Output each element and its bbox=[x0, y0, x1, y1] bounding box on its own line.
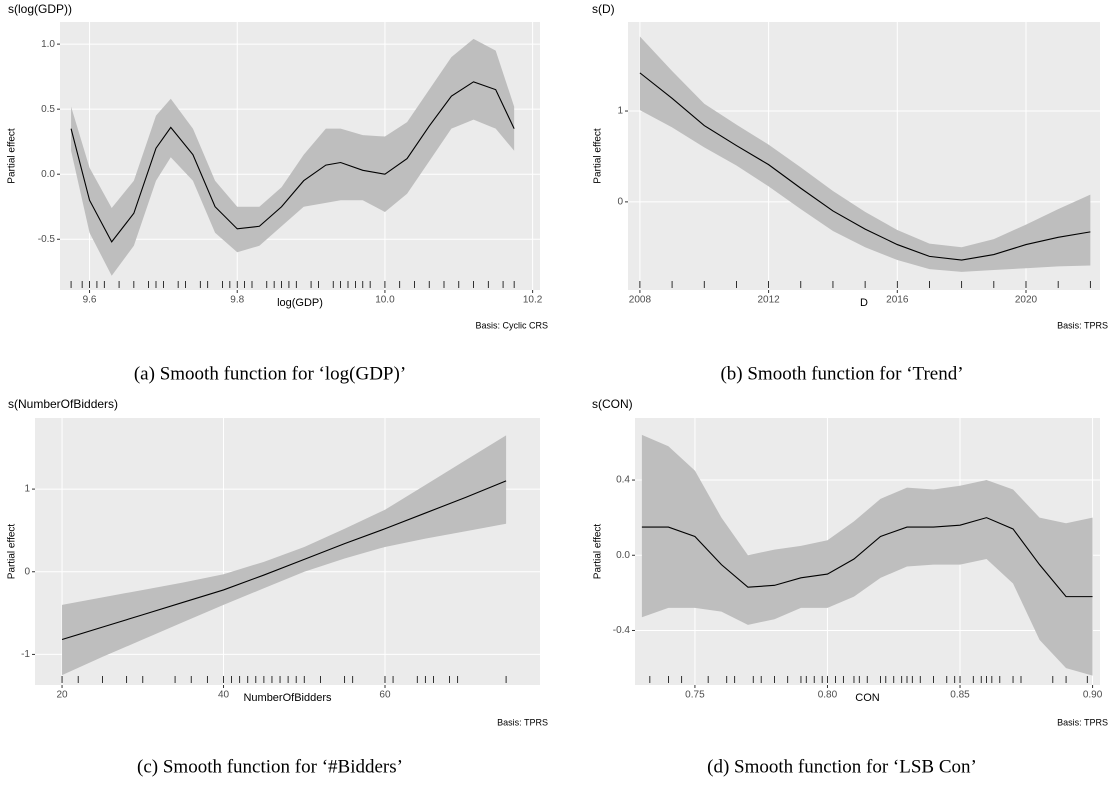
y-tick-label: 0 bbox=[24, 566, 30, 577]
x-tick-label: 20 bbox=[56, 690, 68, 701]
x-tick-label: 10.0 bbox=[375, 295, 395, 306]
panel-title: s(log(GDP)) bbox=[8, 2, 72, 16]
panel-title: s(CON) bbox=[592, 397, 633, 411]
basis-caption: Basis: TPRS bbox=[1057, 717, 1108, 727]
y-axis-title: Partial effect bbox=[7, 524, 18, 580]
x-tick-label: 0.85 bbox=[950, 690, 970, 701]
confidence-band bbox=[639, 36, 1091, 272]
panel-title: s(D) bbox=[592, 2, 615, 16]
x-tick-label: 9.8 bbox=[230, 295, 244, 306]
fit-line bbox=[639, 72, 1091, 261]
subcaption: (a) Smooth function for ‘log(GDP)’ bbox=[134, 363, 406, 384]
y-tick-label: 0.5 bbox=[41, 104, 55, 115]
x-axis-title: CON bbox=[855, 692, 880, 704]
y-tick-label: 1.0 bbox=[41, 39, 55, 50]
subcaption: (b) Smooth function for ‘Trend’ bbox=[720, 363, 963, 384]
y-axis-title: Partial effect bbox=[7, 128, 18, 184]
subcaption: (c) Smooth function for ‘#Bidders’ bbox=[137, 756, 403, 777]
basis-caption: Basis: TPRS bbox=[497, 717, 548, 727]
x-axis-title: log(GDP) bbox=[277, 297, 323, 309]
x-tick-label: 2012 bbox=[757, 295, 780, 306]
x-tick-label: 0.80 bbox=[818, 690, 838, 701]
x-tick-label: 2008 bbox=[629, 295, 652, 306]
x-tick-label: 0.75 bbox=[685, 690, 705, 701]
confidence-band bbox=[62, 435, 507, 676]
y-tick-label: 1 bbox=[617, 106, 623, 117]
fit-line bbox=[641, 517, 1093, 598]
x-tick-label: 2020 bbox=[1015, 295, 1038, 306]
y-tick-label: 0 bbox=[617, 197, 623, 208]
y-tick-label: 0.0 bbox=[616, 550, 630, 561]
x-axis-title: D bbox=[860, 297, 868, 309]
x-tick-label: 9.6 bbox=[83, 295, 97, 306]
x-tick-label: 0.90 bbox=[1083, 690, 1103, 701]
y-tick-label: 0.0 bbox=[41, 169, 55, 180]
y-tick-label: 1 bbox=[24, 484, 30, 495]
x-tick-label: 40 bbox=[218, 690, 230, 701]
x-tick-label: 2016 bbox=[886, 295, 909, 306]
fit-line bbox=[70, 81, 515, 243]
x-tick-label: 60 bbox=[379, 690, 391, 701]
confidence-band bbox=[71, 38, 515, 276]
y-axis-title: Partial effect bbox=[593, 524, 604, 580]
y-tick-label: 0.4 bbox=[616, 475, 630, 486]
basis-caption: Basis: TPRS bbox=[1057, 320, 1108, 330]
x-tick-label: 10.2 bbox=[523, 295, 543, 306]
basis-caption: Basis: Cyclic CRS bbox=[475, 320, 548, 330]
subcaption: (d) Smooth function for ‘LSB Con’ bbox=[707, 756, 977, 777]
y-axis-title: Partial effect bbox=[593, 128, 604, 184]
y-tick-label: -0.5 bbox=[38, 234, 56, 245]
y-tick-label: -0.4 bbox=[613, 625, 631, 636]
panel-title: s(NumberOfBidders) bbox=[8, 397, 118, 411]
fit-line bbox=[61, 480, 507, 641]
confidence-band bbox=[641, 434, 1093, 676]
x-axis-title: NumberOfBidders bbox=[243, 692, 332, 704]
y-tick-label: -1 bbox=[21, 649, 30, 660]
